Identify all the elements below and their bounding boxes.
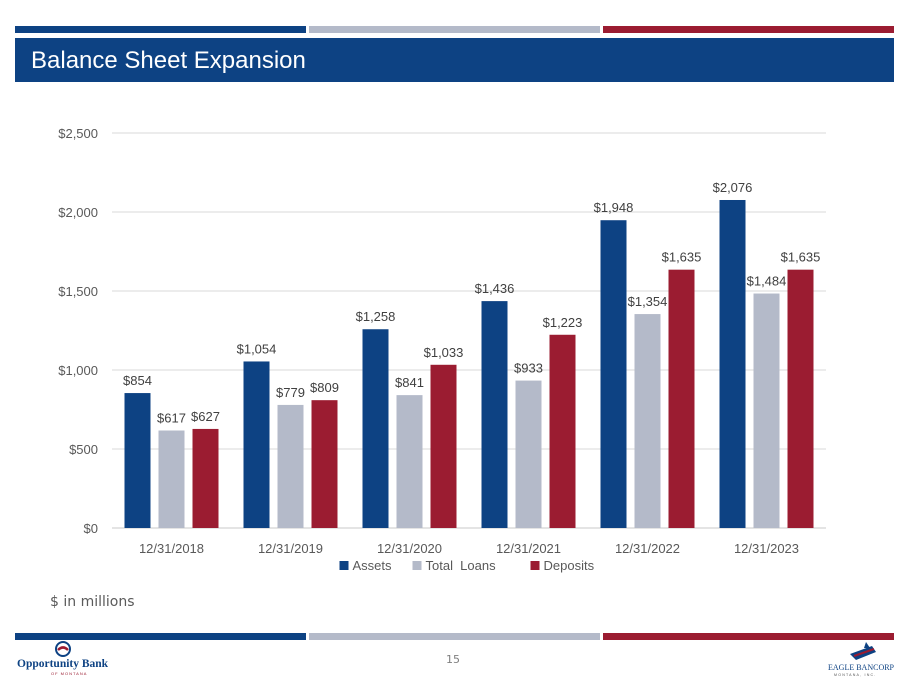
legend-swatch [339, 561, 349, 570]
units-note: $ in millions [50, 594, 135, 610]
data-label: $627 [191, 409, 220, 424]
data-label: $854 [123, 373, 152, 388]
top-stripe-gray [309, 26, 600, 33]
bar-assets [243, 361, 270, 528]
data-label: $1,635 [781, 250, 821, 265]
data-label: $1,484 [747, 274, 787, 289]
bottom-stripe-red [603, 633, 894, 640]
bar-assets [124, 393, 151, 528]
data-label: $1,223 [543, 315, 583, 330]
y-tick-label: $1,000 [58, 363, 98, 378]
bar-assets [600, 220, 627, 528]
data-label: $1,258 [356, 309, 396, 324]
x-tick-label: 12/31/2020 [377, 541, 442, 556]
bar-deposits [311, 400, 338, 528]
logo-swoosh-icon [55, 641, 71, 657]
data-label: $1,948 [594, 200, 634, 215]
page-number: 15 [446, 653, 460, 666]
x-tick-label: 12/31/2023 [734, 541, 799, 556]
bar-total-loans [277, 404, 304, 528]
logo-flag-icon [57, 646, 69, 651]
logo-right-subtext: MONTANA, INC. [834, 673, 877, 677]
x-tick-label: 12/31/2019 [258, 541, 323, 556]
legend-label: Total Loans [426, 558, 497, 573]
eagle-bancorp-logo: EAGLE BANCORP MONTANA, INC. [828, 642, 895, 677]
bottom-stripe-gray [309, 633, 600, 640]
data-label: $1,354 [628, 294, 668, 309]
data-label: $1,436 [475, 281, 515, 296]
bar-deposits [549, 334, 576, 528]
data-label: $617 [157, 411, 186, 426]
bar-total-loans [396, 395, 423, 528]
y-tick-label: $0 [84, 521, 98, 536]
opportunity-bank-logo: Opportunity Bank OF MONTANA [17, 641, 109, 676]
legend-swatch [412, 561, 422, 570]
bar-deposits [787, 269, 814, 528]
legend-label: Deposits [544, 558, 595, 573]
logo-left-text: Opportunity Bank [17, 658, 109, 670]
logo-left-subtext: OF MONTANA [51, 671, 87, 676]
bar-assets [481, 301, 508, 528]
legend-label: Assets [353, 558, 393, 573]
y-tick-label: $2,000 [58, 205, 98, 220]
title-bar: Balance Sheet Expansion [15, 38, 894, 82]
data-label: $933 [514, 361, 543, 376]
x-tick-label: 12/31/2018 [139, 541, 204, 556]
x-tick-label: 12/31/2021 [496, 541, 561, 556]
data-label: $1,635 [662, 250, 702, 265]
top-stripe-blue [15, 26, 306, 33]
data-label: $779 [276, 385, 305, 400]
logo-eagle-icon [864, 642, 870, 648]
bar-assets [719, 199, 746, 528]
logo-right-text: EAGLE BANCORP [828, 663, 895, 672]
bar-total-loans [158, 430, 185, 528]
bar-deposits [668, 269, 695, 528]
bar-deposits [192, 428, 219, 528]
data-label: $809 [310, 380, 339, 395]
bar-total-loans [634, 314, 661, 528]
logo-stripe-icon [853, 648, 875, 657]
bar-total-loans [753, 293, 780, 528]
y-tick-label: $500 [69, 442, 98, 457]
bar-total-loans [515, 380, 542, 528]
top-stripe-red [603, 26, 894, 33]
x-tick-label: 12/31/2022 [615, 541, 680, 556]
data-label: $2,076 [713, 180, 753, 195]
y-tick-label: $1,500 [58, 284, 98, 299]
bottom-stripe-blue [15, 633, 306, 640]
data-label: $1,054 [237, 341, 277, 356]
data-label: $1,033 [424, 345, 464, 360]
bar-deposits [430, 364, 457, 528]
y-tick-label: $2,500 [58, 126, 98, 141]
bar-assets [362, 329, 389, 528]
data-label: $841 [395, 375, 424, 390]
legend-swatch [530, 561, 540, 570]
page-title: Balance Sheet Expansion [31, 47, 306, 74]
